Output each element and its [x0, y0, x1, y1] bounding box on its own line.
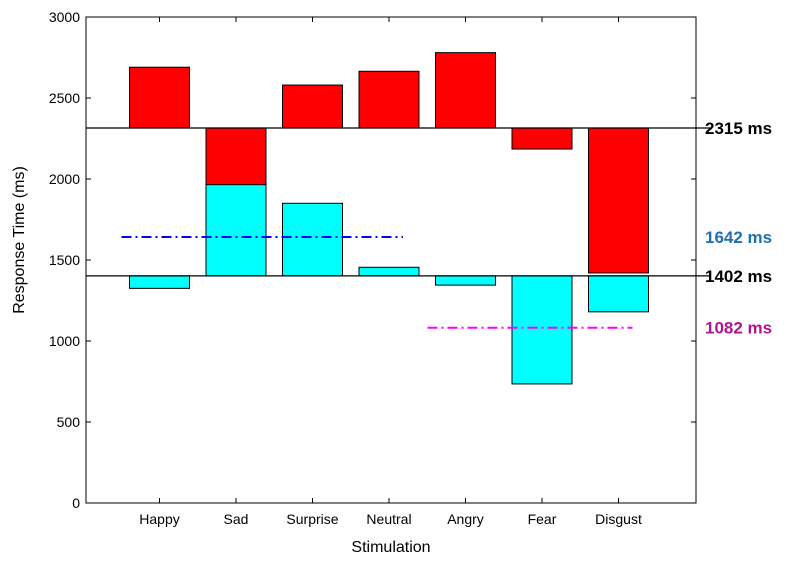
reference-labels-group: 2315 ms 1402 ms 1642 ms 1082 ms	[705, 119, 772, 338]
cyan-bar-happy	[129, 275, 190, 289]
red-bar-disgust	[588, 127, 649, 274]
red-bar-happy	[129, 66, 190, 129]
y-tick-label: 3000	[49, 9, 80, 25]
reference-label-2315: 2315 ms	[705, 119, 772, 138]
y-tick-label: 1000	[49, 333, 80, 349]
reference-label-1642: 1642 ms	[705, 228, 772, 247]
reference-label-1402: 1402 ms	[705, 267, 772, 286]
cyan-bar-sad	[205, 184, 267, 277]
x-axis-label: Stimulation	[351, 539, 430, 556]
red-bar-sad	[205, 127, 267, 195]
cyan-bar-angry	[435, 275, 496, 286]
reference-lines-group	[86, 127, 710, 329]
y-axis-label: Response Time (ms)	[11, 166, 28, 314]
x-tick-label-angry: Angry	[447, 511, 484, 527]
red-bar-fear	[511, 127, 573, 150]
y-tick-label: 0	[72, 495, 80, 511]
red-bar-surprise	[282, 84, 343, 129]
x-tick-label-fear: Fear	[528, 511, 557, 527]
x-tick-label-neutral: Neutral	[366, 511, 411, 527]
x-tick-label-surprise: Surprise	[286, 511, 338, 527]
cyan-bar-fear	[511, 275, 573, 385]
reference-label-1082: 1082 ms	[705, 319, 772, 338]
red-bar-neutral	[358, 70, 420, 129]
y-tick-label: 500	[57, 414, 81, 430]
cyan-bar-disgust	[588, 275, 649, 313]
x-tick-label-disgust: Disgust	[595, 511, 642, 527]
red-bar-angry	[435, 52, 496, 129]
y-tick-label: 2500	[49, 90, 80, 106]
red-bars-group	[129, 52, 649, 274]
y-axis: 0 500 1000 1500 2000 2500 3000	[49, 9, 696, 511]
x-tick-label-sad: Sad	[224, 511, 249, 527]
cyan-bar-neutral	[358, 266, 420, 277]
x-tick-label-happy: Happy	[139, 511, 179, 527]
x-axis: Happy Sad Surprise Neutral Angry Fear Disgust	[139, 17, 642, 527]
y-tick-label: 1500	[49, 252, 80, 268]
cyan-bars-group	[129, 184, 649, 385]
cyan-bar-surprise	[282, 202, 343, 277]
y-tick-label: 2000	[49, 171, 80, 187]
